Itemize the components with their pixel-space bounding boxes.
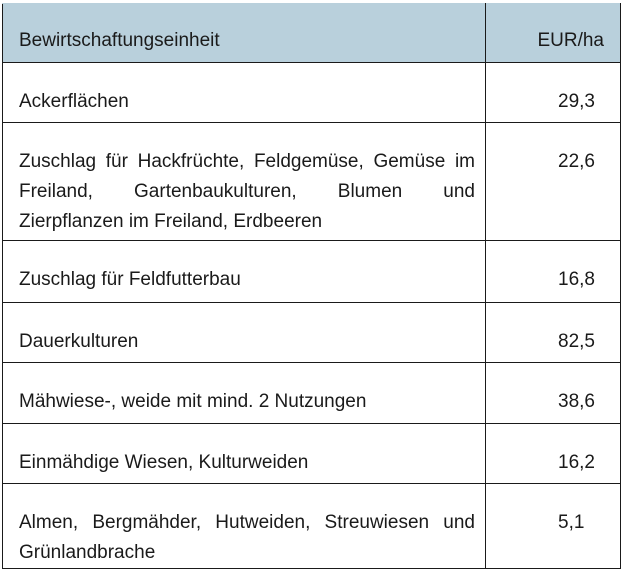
row-label-cell: Zuschlag für Feldfutterbau <box>2 240 486 303</box>
row-value-cell: 5,1 <box>485 483 621 569</box>
row-label: Mähwiese-, weide mit mind. 2 Nutzungen <box>19 391 367 412</box>
row-value-cell: 16,2 <box>485 423 621 484</box>
table-row: Dauerkulturen 82,5 <box>2 302 621 363</box>
row-label-cell: Almen, Bergmähder, Hutweiden, Streuwiese… <box>2 483 486 569</box>
row-value: 5,1 <box>558 512 585 533</box>
row-value-cell: 22,6 <box>485 122 621 241</box>
column-header-unit: Bewirtschaftungseinheit <box>2 3 486 63</box>
row-label: Dauerkulturen <box>19 331 139 352</box>
row-label: Almen, Bergmähder, Hutweiden, Streuwiese… <box>19 512 475 563</box>
row-label-cell: Zuschlag für Hackfrüchte, Feldgemüse, Ge… <box>2 122 486 241</box>
row-value-cell: 29,3 <box>485 62 621 123</box>
row-value: 22,6 <box>558 151 595 172</box>
column-header-rate: EUR/ha <box>485 3 621 63</box>
table-row: Mähwiese-, weide mit mind. 2 Nutzungen 3… <box>2 362 621 424</box>
table-row: Zuschlag für Hackfrüchte, Feldgemüse, Ge… <box>2 122 621 241</box>
column-header-unit-label: Bewirtschaftungseinheit <box>19 30 220 51</box>
column-header-rate-label: EUR/ha <box>537 30 604 51</box>
row-value: 16,8 <box>558 269 595 290</box>
row-value-cell: 16,8 <box>485 240 621 303</box>
row-value: 38,6 <box>558 391 595 412</box>
row-value: 29,3 <box>558 91 595 112</box>
row-value: 16,2 <box>558 452 595 473</box>
row-label: Einmähdige Wiesen, Kulturweiden <box>19 452 309 473</box>
row-label: Zuschlag für Hackfrüchte, Feldgemüse, Ge… <box>19 151 475 232</box>
table-header-row: Bewirtschaftungseinheit EUR/ha <box>2 3 621 63</box>
table-row: Ackerflächen 29,3 <box>2 62 621 123</box>
table-row: Almen, Bergmähder, Hutweiden, Streuwiese… <box>2 483 621 569</box>
row-value-cell: 82,5 <box>485 302 621 363</box>
row-label-cell: Einmähdige Wiesen, Kulturweiden <box>2 423 486 484</box>
row-label-cell: Dauerkulturen <box>2 302 486 363</box>
payment-rates-table: Bewirtschaftungseinheit EUR/ha Ackerfläc… <box>2 3 621 569</box>
table-row: Zuschlag für Feldfutterbau 16,8 <box>2 240 621 303</box>
row-value: 82,5 <box>558 331 595 352</box>
table-row: Einmähdige Wiesen, Kulturweiden 16,2 <box>2 423 621 484</box>
row-label: Ackerflächen <box>19 91 129 112</box>
row-label-cell: Ackerflächen <box>2 62 486 123</box>
row-value-cell: 38,6 <box>485 362 621 424</box>
row-label-cell: Mähwiese-, weide mit mind. 2 Nutzungen <box>2 362 486 424</box>
row-label: Zuschlag für Feldfutterbau <box>19 269 241 290</box>
